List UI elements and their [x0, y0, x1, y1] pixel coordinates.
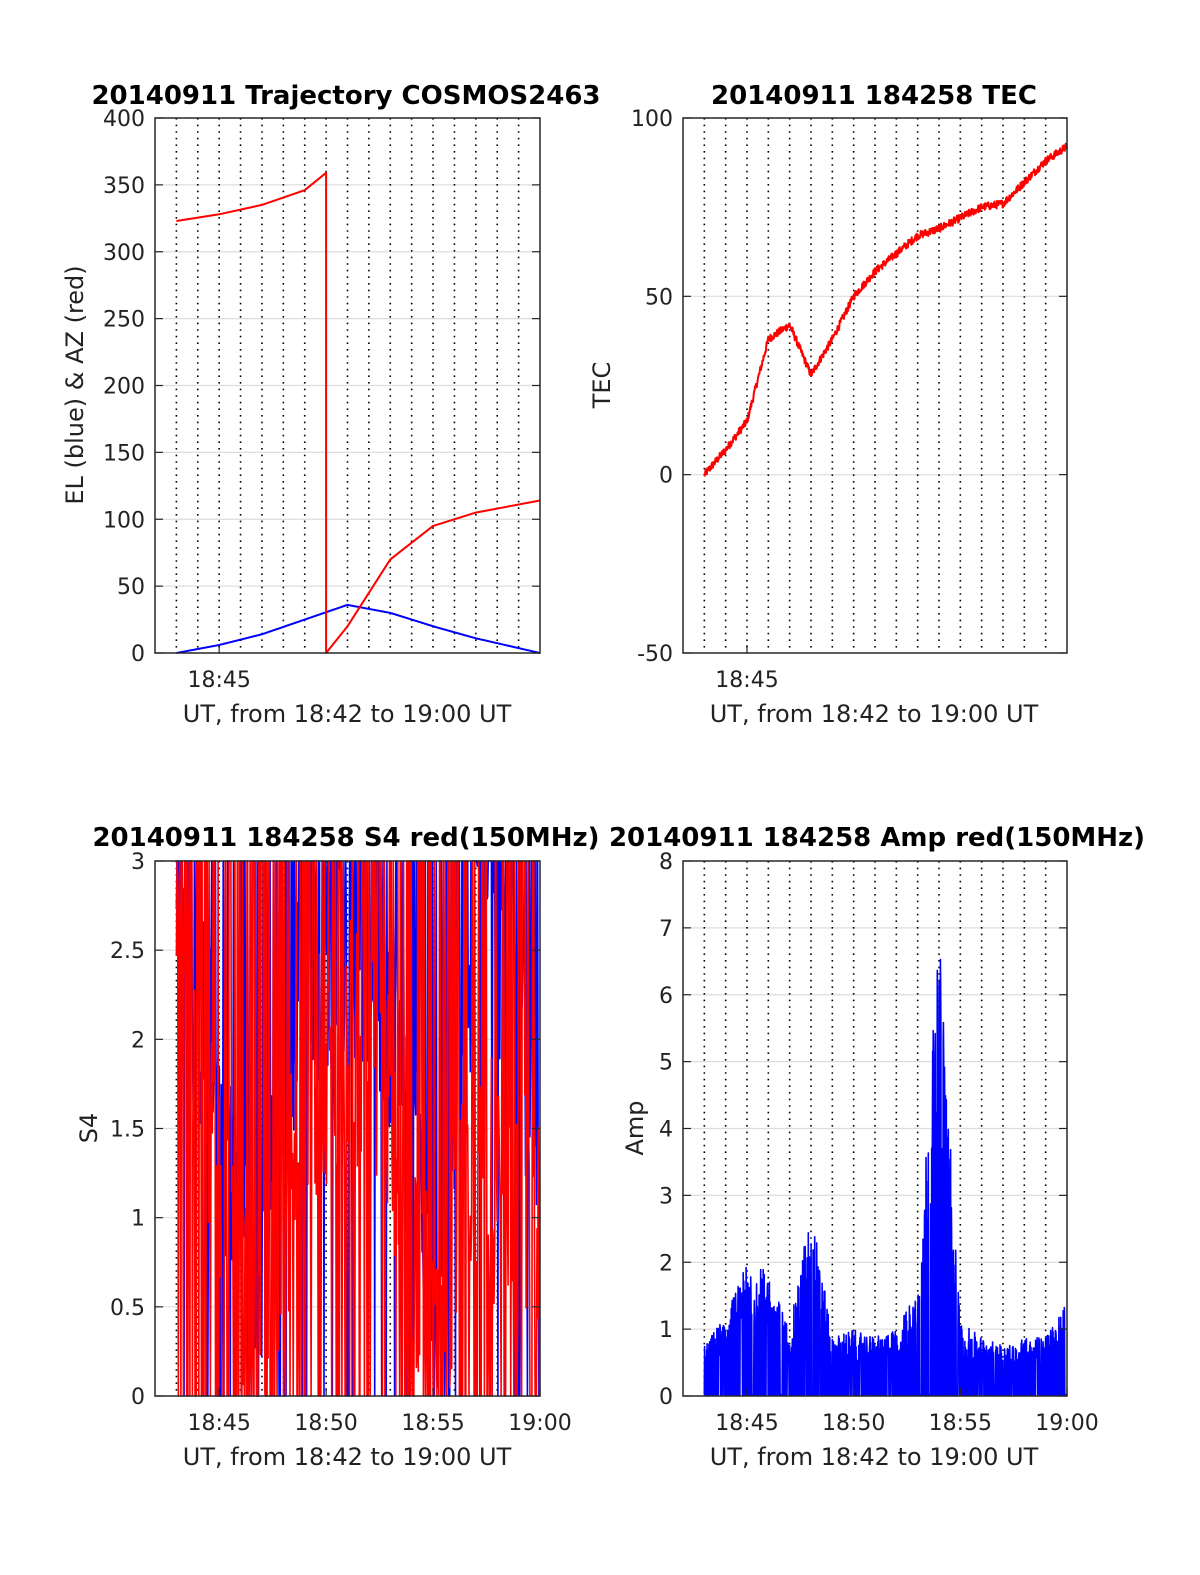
- s4-ticks: 0 0.5 1 1.5 2 2.5 3 18:45 18:50 18:55 19:00: [110, 850, 572, 1436]
- amp-ytick-label: 0: [659, 1385, 673, 1410]
- trajectory-ytick-label: 250: [103, 308, 145, 333]
- s4-xtick-label: 18:45: [187, 1411, 250, 1436]
- tec-series-line-0: [703, 142, 1068, 477]
- tec-xlabel: UT, from 18:42 to 19:00 UT: [710, 700, 1039, 728]
- s4-ytick-label: 2.5: [110, 939, 145, 964]
- s4-ytick-label: 3: [131, 850, 145, 875]
- amp-ytick-label: 2: [659, 1251, 673, 1276]
- tec-ytick-label: 0: [659, 464, 673, 489]
- amp-plot: [703, 958, 1068, 1396]
- trajectory-ytick-label: 50: [117, 575, 145, 600]
- s4-panel: 20140911 184258 S4 red(150MHz) 0 0.5 1 1.5 2…: [75, 823, 600, 1471]
- amp-xlabel: UT, from 18:42 to 19:00 UT: [710, 1443, 1039, 1471]
- s4-ytick-label: 2: [131, 1028, 145, 1053]
- amp-ytick-label: 3: [659, 1184, 673, 1209]
- amp-ylabel: Amp: [621, 1100, 649, 1155]
- amp-series-line-0: [703, 958, 1068, 1396]
- s4-plot: [175, 860, 541, 1397]
- trajectory-xlabel: UT, from 18:42 to 19:00 UT: [183, 700, 512, 728]
- tec-ticks: -50 0 50 100 18:45: [631, 107, 1067, 693]
- tec-ylabel: TEC: [588, 362, 616, 410]
- tec-axes-box: [682, 117, 1068, 654]
- amp-ytick-label: 4: [659, 1118, 673, 1143]
- trajectory-ytick-label: 150: [103, 441, 145, 466]
- trajectory-series-line-1: [176, 171, 541, 654]
- amp-ticks: 0 1 2 3 4 5 6 7 8 18:45 18:50 18:55 19:00: [659, 850, 1099, 1436]
- trajectory-ticks: 0 50 100 150 200 250 300 350 400 18:45: [103, 107, 540, 693]
- trajectory-ytick-label: 200: [103, 375, 145, 400]
- s4-title: 20140911 184258 S4 red(150MHz): [92, 823, 599, 853]
- amp-xtick-label: 18:45: [715, 1411, 778, 1436]
- s4-ytick-label: 0: [131, 1385, 145, 1410]
- s4-ylabel: S4: [75, 1113, 103, 1144]
- trajectory-title: 20140911 Trajectory COSMOS2463: [91, 81, 600, 111]
- tec-plot: [703, 142, 1068, 477]
- trajectory-series-line-0: [176, 603, 541, 654]
- tec-panel: 20140911 184258 TEC -50 0 50 100 18:45 UT, f…: [588, 81, 1068, 728]
- amp-panel: 20140911 184258 Amp red(150MHz) 0 1 2 3 4 5 6 7…: [609, 823, 1145, 1471]
- s4-xlabel: UT, from 18:42 to 19:00 UT: [183, 1443, 512, 1471]
- amp-xtick-label: 19:00: [1035, 1411, 1098, 1436]
- tec-ytick-label: -50: [637, 642, 673, 667]
- amp-grid: [683, 861, 1067, 1396]
- tec-ytick-label: 50: [645, 285, 673, 310]
- trajectory-ytick-label: 350: [103, 174, 145, 199]
- trajectory-panel: 20140911 Trajectory COSMOS2463 0 50 100 150…: [61, 81, 601, 728]
- amp-ytick-label: 5: [659, 1051, 673, 1076]
- tec-xtick-label: 18:45: [715, 668, 778, 693]
- trajectory-ytick-label: 0: [131, 642, 145, 667]
- trajectory-grid: [155, 118, 540, 653]
- amp-ytick-label: 6: [659, 984, 673, 1009]
- s4-ytick-label: 1.5: [110, 1118, 145, 1143]
- s4-xtick-label: 18:50: [294, 1411, 357, 1436]
- amp-ytick-label: 7: [659, 917, 673, 942]
- amp-ytick-label: 8: [659, 850, 673, 875]
- tec-ytick-label: 100: [631, 107, 673, 132]
- s4-ytick-label: 1: [131, 1207, 145, 1232]
- trajectory-ylabel: EL (blue) & AZ (red): [61, 265, 89, 504]
- s4-ytick-label: 0.5: [110, 1296, 145, 1321]
- trajectory-ytick-label: 100: [103, 508, 145, 533]
- s4-xtick-label: 19:00: [508, 1411, 571, 1436]
- amp-ytick-label: 1: [659, 1318, 673, 1343]
- amp-xtick-label: 18:55: [929, 1411, 992, 1436]
- amp-xtick-label: 18:50: [822, 1411, 885, 1436]
- trajectory-xtick-label: 18:45: [187, 668, 250, 693]
- trajectory-ytick-label: 400: [103, 107, 145, 132]
- tec-title: 20140911 184258 TEC: [711, 81, 1037, 111]
- tec-grid: [683, 118, 1067, 653]
- trajectory-plot: [176, 171, 541, 654]
- trajectory-ytick-label: 300: [103, 241, 145, 266]
- amp-title: 20140911 184258 Amp red(150MHz): [609, 823, 1145, 853]
- s4-xtick-label: 18:55: [401, 1411, 464, 1436]
